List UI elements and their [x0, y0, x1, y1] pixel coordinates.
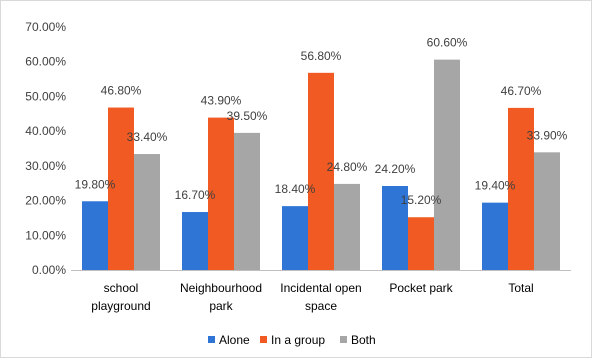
legend-swatch [208, 336, 215, 343]
data-label: 24.20% [375, 162, 416, 176]
y-tick-label: 50.00% [25, 89, 66, 103]
y-tick-label: 30.00% [25, 159, 66, 173]
bar-alone [182, 212, 208, 270]
bar-alone [382, 185, 408, 270]
bar-alone [482, 202, 508, 270]
data-label: 15.20% [401, 193, 442, 207]
data-label: 24.80% [327, 160, 368, 174]
data-label: 33.90% [527, 128, 568, 142]
category-label: school [104, 281, 139, 295]
y-tick-label: 10.00% [25, 228, 66, 242]
bar-both [334, 183, 360, 270]
y-tick-label: 40.00% [25, 124, 66, 138]
y-tick-label: 70.00% [25, 20, 66, 34]
bar-alone [82, 201, 108, 270]
category-label: park [209, 299, 233, 313]
bar-in-a-group [508, 107, 534, 271]
data-label: 16.70% [175, 188, 216, 202]
category-label: Total [508, 281, 533, 295]
bar-in-a-group [108, 107, 134, 270]
category-label: Pocket park [389, 281, 453, 295]
category-label: Incidental open [280, 281, 361, 295]
bar-in-a-group [308, 72, 334, 270]
data-label: 46.80% [101, 84, 142, 98]
data-label: 19.40% [475, 179, 516, 193]
legend-label: In a group [271, 333, 325, 347]
category-label: Neighbourhood [180, 281, 262, 295]
data-label: 60.60% [427, 36, 468, 50]
bar-in-a-group [208, 117, 234, 271]
category-label: playground [91, 299, 150, 313]
y-tick-label: 20.00% [25, 194, 66, 208]
legend-swatch [340, 336, 347, 343]
y-tick-label: 60.00% [25, 55, 66, 69]
category-label: space [305, 299, 337, 313]
bar-both [134, 154, 160, 270]
data-label: 19.80% [75, 177, 116, 191]
data-label: 56.80% [301, 49, 342, 63]
bar-in-a-group [408, 217, 434, 270]
bar-both [534, 152, 560, 270]
data-label: 39.50% [227, 109, 268, 123]
data-label: 46.70% [501, 84, 542, 98]
legend-label: Alone [219, 333, 250, 347]
bar-both [434, 59, 460, 271]
bar-alone [282, 206, 308, 270]
bar-both [234, 132, 260, 270]
legend-swatch [260, 336, 267, 343]
legend-label: Both [351, 333, 376, 347]
data-label: 33.40% [127, 130, 168, 144]
data-label: 18.40% [275, 182, 316, 196]
y-tick-label: 0.00% [32, 263, 66, 277]
data-label: 43.90% [201, 94, 242, 108]
